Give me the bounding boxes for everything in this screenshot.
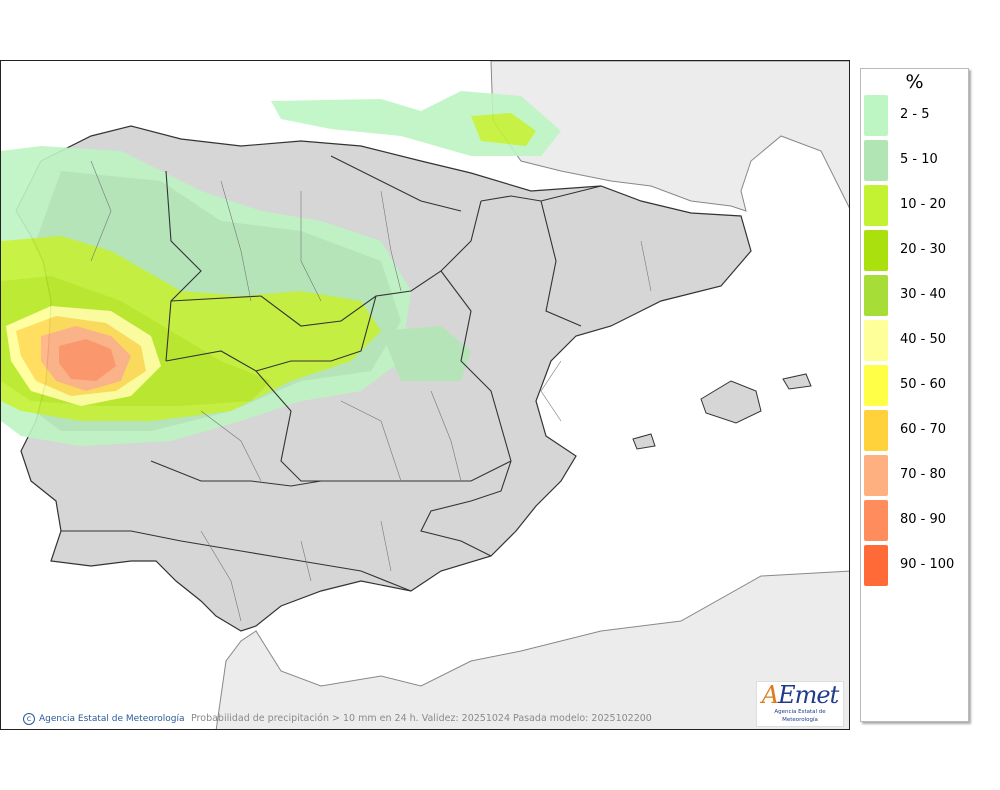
legend-swatch [864,455,888,496]
legend-label: 60 - 70 [900,422,947,437]
legend-label: 30 - 40 [900,287,947,302]
legend-label: 20 - 30 [900,242,947,257]
legend-swatch [864,140,888,181]
credit-text: Agencia Estatal de Meteorología [39,714,185,724]
legend-label: 5 - 10 [900,152,938,167]
legend-item: 2 - 5 [864,95,968,137]
copyright-icon: c [23,713,35,725]
legend-label: 10 - 20 [900,197,947,212]
prob-zone-5-10-east [381,326,471,381]
province-borders [90,160,652,622]
legend-item: 70 - 80 [864,455,968,497]
aemet-logo: AEmet Agencia Estatal de Meteorología [756,681,844,727]
legend-swatch [864,185,888,226]
menorca-island [782,373,812,390]
ibiza-island [632,433,656,450]
map-canvas [1,61,849,729]
legend-swatch [864,230,888,271]
legend-item: 40 - 50 [864,320,968,362]
legend-item: 30 - 40 [864,275,968,317]
legend-panel: % 2 - 5 5 - 10 10 - 20 20 - 30 30 - 40 40 - 5… [860,68,969,722]
legend-item: 10 - 20 [864,185,968,227]
legend-label: 40 - 50 [900,332,947,347]
legend-label: 70 - 80 [900,467,947,482]
legend-item: 60 - 70 [864,410,968,452]
legend-title: % [905,71,924,93]
legend-label: 50 - 60 [900,377,947,392]
legend-item: 20 - 30 [864,230,968,272]
legend-item: 80 - 90 [864,500,968,542]
prob-zone-10-20-north [471,113,536,146]
logo-wordmark: AEmet [761,681,839,709]
legend-item: 50 - 60 [864,365,968,407]
legend-swatch [864,365,888,406]
logo-subtitle: Agencia Estatal de Meteorología [774,709,826,723]
agency-credit: c Agencia Estatal de Meteorología [23,713,185,725]
forecast-map: c Agencia Estatal de Meteorología Probabi… [0,60,850,730]
precipitation-overlay [1,91,561,446]
region-borders [61,155,602,592]
france-landmass [490,61,849,212]
prob-zone-80-90 [59,339,116,381]
legend-label: 90 - 100 [900,557,955,572]
legend-item: 5 - 10 [864,140,968,182]
legend-label: 80 - 90 [900,512,947,527]
mallorca-island [700,380,762,424]
legend-item: 90 - 100 [864,545,968,587]
legend-swatch [864,275,888,316]
legend-label: 2 - 5 [900,107,930,122]
legend-swatch [864,95,888,136]
legend-swatch [864,410,888,451]
legend-swatch [864,500,888,541]
legend-swatch [864,320,888,361]
map-caption: Probabilidad de precipitación > 10 mm en… [191,713,652,724]
legend-swatch [864,545,888,586]
africa-landmass [215,570,849,729]
